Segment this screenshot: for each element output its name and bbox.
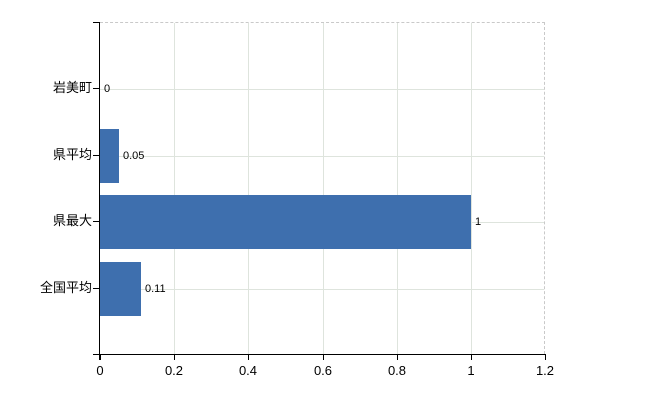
category-label: 県最大 (52, 213, 92, 228)
value-label: 0.05 (123, 150, 145, 162)
y-axis-line (99, 22, 100, 360)
y-axis-tick (93, 88, 100, 89)
x-axis-tick (248, 354, 249, 360)
data-bar (100, 129, 119, 183)
x-axis-line (93, 354, 546, 355)
y-axis-tick (93, 221, 100, 222)
vertical-gridline (174, 23, 175, 354)
x-axis-tick-label: 1 (467, 363, 475, 378)
x-axis-tick (174, 354, 175, 360)
vertical-gridline (397, 23, 398, 354)
category-label: 岩美町 (52, 80, 92, 95)
data-bar (100, 262, 141, 316)
category-label: 県平均 (52, 147, 92, 162)
vertical-gridline (471, 23, 472, 354)
x-axis-tick (323, 354, 324, 360)
y-axis-tick (93, 155, 100, 156)
plot-area: 0 0.05 1 0.11 (100, 22, 545, 354)
value-label: 1 (475, 216, 482, 228)
x-axis-tick-label: 1.2 (535, 363, 555, 378)
y-axis-tick (93, 288, 100, 289)
x-axis-tick (545, 354, 546, 360)
x-axis-tick-label: 0 (96, 363, 104, 378)
x-axis-tick (471, 354, 472, 360)
vertical-gridline (248, 23, 249, 354)
x-axis-tick (397, 354, 398, 360)
x-axis-tick-label: 0.4 (238, 363, 258, 378)
y-axis-boundary-tick (93, 354, 100, 355)
y-axis-boundary-tick (93, 22, 100, 23)
vertical-gridline (323, 23, 324, 354)
horizontal-gridline (100, 289, 544, 290)
x-axis-tick-label: 0.8 (387, 363, 407, 378)
value-label: 0.11 (145, 283, 166, 295)
x-axis-tick-label: 0.2 (164, 363, 184, 378)
data-bar (100, 195, 471, 249)
category-label: 全国平均 (39, 280, 92, 295)
horizontal-gridline (100, 89, 544, 90)
value-label: 0 (104, 83, 111, 95)
x-axis-tick-label: 0.6 (313, 363, 333, 378)
x-axis-tick (100, 354, 101, 360)
horizontal-gridline (100, 156, 544, 157)
